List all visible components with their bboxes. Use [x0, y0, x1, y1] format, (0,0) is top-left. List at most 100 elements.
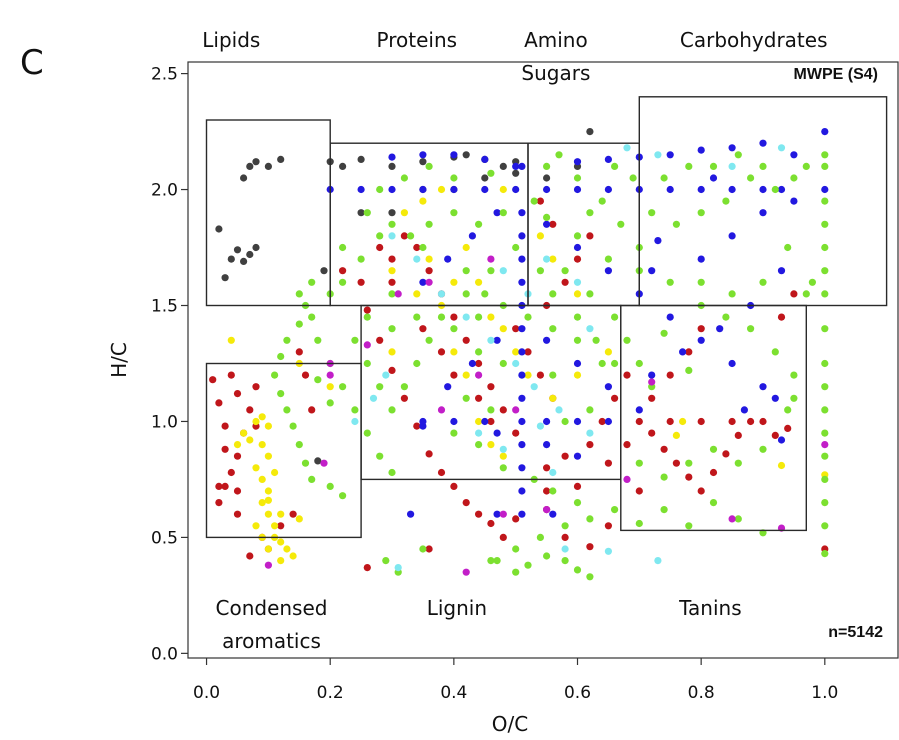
data-point: [512, 545, 520, 553]
data-point: [543, 464, 551, 472]
data-point: [400, 174, 408, 182]
data-point: [586, 441, 594, 449]
data-point: [277, 538, 285, 546]
data-point: [468, 232, 476, 240]
data-point: [543, 336, 551, 344]
data-point: [264, 510, 272, 518]
data-point: [697, 336, 705, 344]
data-point: [598, 197, 606, 205]
data-point: [475, 220, 483, 228]
data-point: [536, 232, 545, 240]
data-point: [586, 573, 594, 581]
data-point: [240, 174, 248, 182]
data-point: [821, 128, 829, 136]
data-point: [388, 348, 396, 356]
data-point: [685, 162, 693, 170]
region-box: [205, 362, 362, 539]
y-tick-label: 1.0: [151, 412, 178, 432]
data-point: [685, 459, 693, 467]
data-point: [363, 359, 371, 368]
data-point: [326, 371, 334, 379]
data-point: [388, 366, 396, 374]
data-point: [697, 185, 705, 194]
x-tick-label: 0.4: [440, 683, 467, 703]
data-point: [320, 459, 328, 467]
data-point: [777, 313, 786, 321]
data-point: [215, 482, 223, 490]
x-tick-label: 0.6: [564, 683, 591, 703]
data-point: [437, 348, 446, 356]
data-point: [648, 429, 656, 437]
data-point: [499, 510, 507, 518]
data-point: [611, 359, 619, 368]
data-point: [543, 552, 551, 560]
data-point: [277, 522, 285, 530]
data-point: [388, 406, 396, 414]
data-point: [264, 422, 272, 430]
data-point: [400, 383, 408, 391]
data-point: [672, 220, 681, 228]
data-point: [512, 348, 520, 356]
data-point: [821, 522, 829, 530]
data-point: [233, 246, 242, 254]
data-point: [314, 457, 322, 465]
data-point: [611, 506, 619, 514]
data-point: [308, 278, 316, 286]
data-point: [709, 174, 718, 182]
data-point: [339, 267, 347, 275]
data-point: [233, 487, 242, 495]
data-point: [277, 352, 285, 361]
data-point: [573, 336, 582, 344]
data-point: [623, 441, 631, 449]
data-point: [666, 313, 674, 321]
data-point: [512, 325, 520, 333]
data-point: [437, 185, 446, 194]
data-point: [394, 564, 402, 572]
data-point: [685, 522, 693, 530]
data-point: [728, 359, 736, 368]
x-axis-ticks: 0.0 0.2 0.4 0.6 0.8 1.0: [193, 658, 838, 703]
data-point: [536, 197, 545, 205]
data-point: [790, 290, 798, 298]
data-point: [518, 278, 526, 286]
x-tick-label: 0.8: [688, 683, 715, 703]
data-point: [648, 394, 656, 402]
data-point: [611, 162, 619, 170]
data-point: [462, 313, 470, 321]
data-point: [759, 162, 767, 170]
data-point: [808, 278, 817, 286]
data-point: [462, 371, 470, 379]
data-point: [648, 371, 656, 379]
data-point: [561, 278, 569, 286]
data-point: [573, 566, 582, 574]
data-point: [499, 325, 507, 333]
data-point: [277, 390, 285, 398]
data-point: [573, 452, 582, 460]
data-point: [252, 464, 260, 472]
data-point: [481, 174, 489, 182]
data-point: [648, 378, 656, 386]
data-point: [308, 406, 316, 414]
region-label: Lipids: [202, 28, 260, 52]
data-point: [685, 348, 693, 356]
y-axis-ticks: 0.0 0.5 1.0 1.5 2.0 2.5: [151, 65, 188, 664]
data-point: [283, 545, 291, 553]
data-point: [357, 209, 365, 217]
data-point: [740, 406, 749, 414]
data-point: [351, 417, 359, 426]
data-point: [518, 348, 526, 356]
data-point: [784, 406, 792, 414]
data-point: [518, 325, 526, 333]
data-point: [475, 278, 483, 286]
data-point: [543, 220, 551, 228]
data-point: [635, 487, 643, 495]
data-point: [487, 417, 495, 426]
data-point: [326, 399, 334, 407]
data-point: [475, 371, 483, 379]
data-point: [382, 557, 390, 565]
data-point: [561, 522, 569, 530]
x-axis-title: O/C: [492, 712, 528, 736]
data-point: [388, 255, 396, 263]
data-point: [573, 243, 582, 252]
data-point: [462, 499, 470, 507]
